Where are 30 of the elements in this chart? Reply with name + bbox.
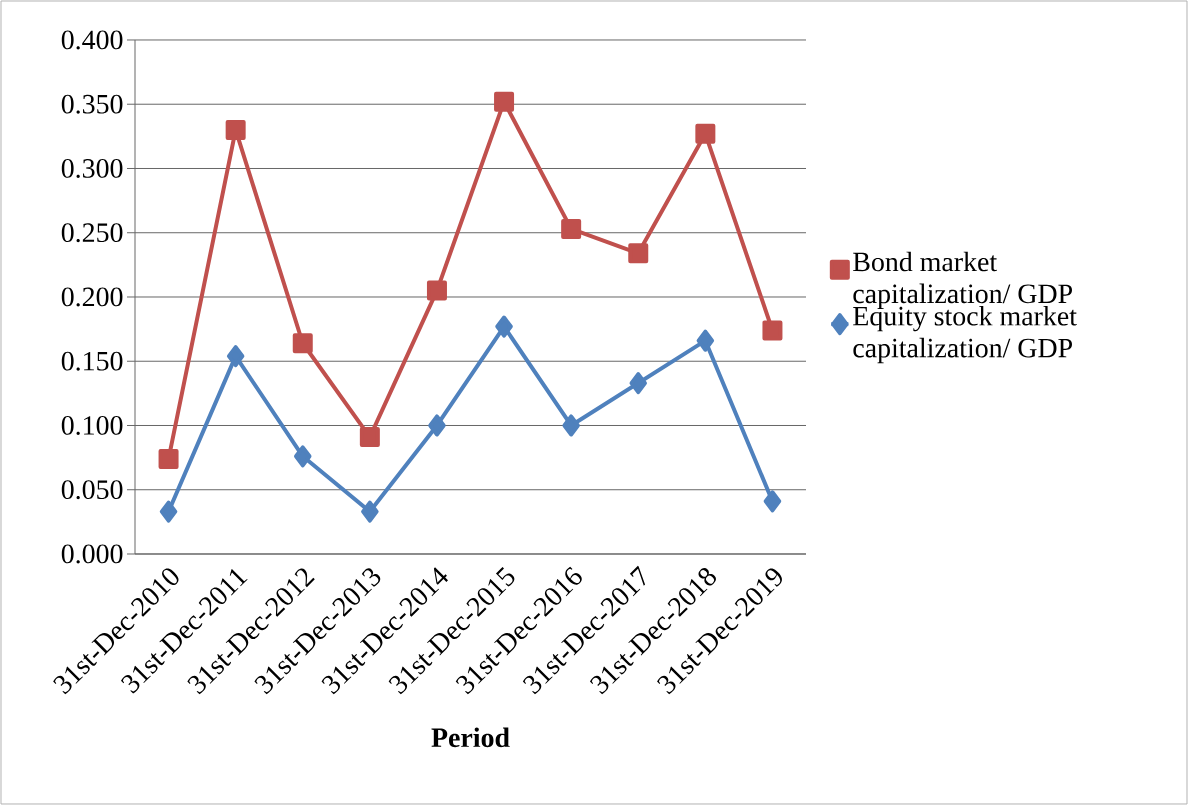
point bbox=[562, 414, 580, 437]
x-axis-title: Period bbox=[431, 727, 510, 748]
point bbox=[359, 427, 380, 448]
y-tick-label: 0.000 bbox=[61, 544, 123, 564]
y-tick-label: 0.150 bbox=[61, 351, 123, 371]
point bbox=[226, 345, 245, 368]
point bbox=[294, 445, 312, 468]
point bbox=[762, 320, 783, 341]
y-tick-label: 0.250 bbox=[61, 223, 123, 243]
point bbox=[158, 448, 179, 469]
point bbox=[225, 119, 246, 140]
y-tick-label: 0.300 bbox=[61, 159, 123, 178]
point bbox=[361, 500, 379, 523]
y-tick-label: 0.050 bbox=[61, 480, 123, 500]
y-tick-label: 0.350 bbox=[61, 94, 123, 114]
point bbox=[292, 333, 313, 354]
point bbox=[763, 490, 782, 513]
y-tick-label: 0.100 bbox=[61, 416, 123, 435]
point bbox=[159, 500, 178, 523]
point bbox=[494, 91, 515, 112]
point bbox=[695, 123, 716, 144]
point bbox=[428, 414, 446, 437]
y-tick-label: 0.200 bbox=[61, 287, 123, 307]
point bbox=[696, 329, 715, 352]
point bbox=[628, 243, 649, 264]
point bbox=[426, 280, 447, 301]
point bbox=[629, 372, 647, 395]
point bbox=[561, 218, 582, 239]
point bbox=[495, 315, 513, 338]
y-tick-label: 0.400 bbox=[61, 30, 123, 50]
